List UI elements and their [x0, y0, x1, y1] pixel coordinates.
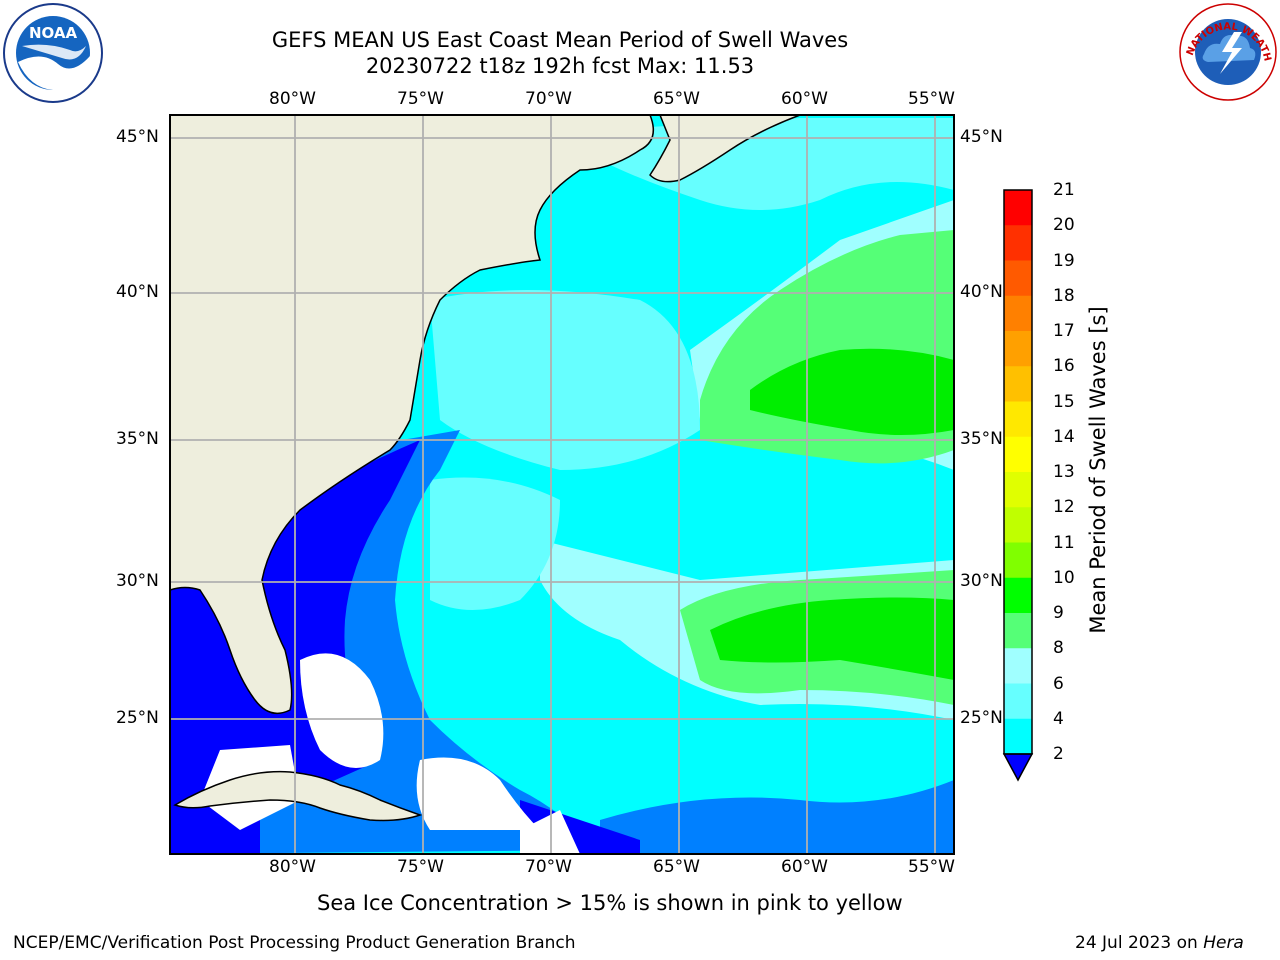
colorbar-swatch: [1004, 436, 1032, 473]
colorbar-tick-label: 2: [1053, 744, 1064, 764]
colorbar-swatch: [1004, 648, 1032, 684]
lon-label-top: 75°W: [397, 89, 444, 109]
colorbar-tick-label: 17: [1053, 321, 1075, 341]
colorbar-swatch: [1004, 577, 1032, 614]
lon-label-top: 65°W: [653, 89, 700, 109]
lat-label-right: 35°N: [960, 429, 1003, 449]
colorbar-tick-label: 12: [1053, 497, 1075, 518]
lon-label-top: 55°W: [908, 89, 955, 109]
map-title: GEFS MEAN US East Coast Mean Period of S…: [271, 28, 849, 52]
colorbar-tick-label: 15: [1053, 391, 1075, 412]
date-text: 24 Jul 2023 on: [1075, 933, 1198, 953]
us-land-mass: [170, 115, 655, 715]
colorbar-tick-label: 19: [1053, 250, 1075, 271]
colorbar-swatch: [1004, 331, 1032, 367]
map-subtitle: 20230722 t18z 192h fcst Max: 11.53: [365, 54, 755, 78]
colorbar-swatch: [1004, 542, 1032, 579]
colorbar-tick-label: 16: [1053, 356, 1075, 377]
colorbar-tick-label: 18: [1053, 285, 1075, 306]
noaa-logo-text: NOAA: [29, 24, 78, 42]
colorbar-swatch: [1004, 190, 1032, 226]
lon-label-bottom: 70°W: [525, 857, 572, 877]
lon-label-top: 80°W: [269, 89, 316, 109]
colorbar-tick-label: 6: [1053, 673, 1064, 694]
graticule: [170, 115, 954, 854]
lat-label-left: 45°N: [116, 127, 159, 147]
colorbar-swatch: [1004, 683, 1032, 720]
lon-label-bottom: 55°W: [908, 857, 955, 877]
colorbar-extend-arrow: [1002, 753, 1034, 782]
colorbar: [1002, 189, 1034, 782]
nws-logo-icon: NATIONAL WEATHER SERVICE: [1178, 2, 1277, 101]
lon-label-bottom: 60°W: [781, 857, 828, 877]
colorbar-tick-label: 8: [1053, 638, 1064, 659]
colorbar-swatch: [1004, 225, 1032, 261]
lat-label-left: 40°N: [116, 282, 159, 302]
credit-text: NCEP/EMC/Verification Post Processing Pr…: [13, 933, 576, 953]
map-frame: [169, 114, 955, 855]
lat-label-right: 40°N: [960, 282, 1003, 302]
lat-label-right: 45°N: [960, 127, 1003, 147]
nova-scotia-land: [649, 115, 801, 183]
lon-label-top: 70°W: [525, 89, 572, 109]
colorbar-tick-label: 14: [1053, 426, 1075, 447]
lat-label-left: 25°N: [116, 708, 159, 728]
lon-label-bottom: 80°W: [269, 857, 316, 877]
lat-label-left: 35°N: [116, 429, 159, 449]
colorbar-swatch: [1004, 507, 1032, 543]
colorbar-tick-label: 10: [1053, 567, 1075, 588]
colorbar-tick-label: 13: [1053, 462, 1075, 482]
colorbar-swatch: [1004, 718, 1032, 755]
swell-band-7s: [430, 290, 700, 470]
lat-label-right: 25°N: [960, 708, 1003, 728]
colorbar-frame: [1003, 189, 1033, 755]
colorbar-tick-label: 21: [1053, 180, 1075, 200]
colorbar-swatch: [1004, 401, 1032, 438]
sea-ice-note: Sea Ice Concentration > 15% is shown in …: [317, 891, 903, 915]
machine-name: Hera: [1203, 933, 1244, 953]
lat-label-right: 30°N: [960, 571, 1003, 591]
no-data-region: [300, 653, 384, 768]
lon-label-bottom: 75°W: [397, 857, 444, 877]
colorbar-swatch: [1004, 366, 1032, 402]
colorbar-label: Mean Period of Swell Waves [s]: [1086, 306, 1110, 634]
noaa-logo-icon: NOAA: [3, 3, 103, 103]
date-stamp: 24 Jul 2023 on Hera: [1075, 933, 1244, 953]
colorbar-swatch: [1004, 260, 1032, 297]
swell-band-10s: [750, 348, 954, 435]
colorbar-tick-label: 4: [1053, 708, 1064, 729]
lat-label-left: 30°N: [116, 571, 159, 591]
colorbar-swatch: [1004, 472, 1032, 508]
colorbar-swatch: [1004, 613, 1032, 649]
colorbar-tick-label: 11: [1053, 532, 1075, 553]
cuba-land: [173, 770, 423, 822]
colorbar-tick-label: 20: [1053, 215, 1075, 236]
lon-label-top: 60°W: [781, 89, 828, 109]
colorbar-tick-label: 9: [1053, 603, 1064, 623]
lon-label-bottom: 65°W: [653, 857, 700, 877]
colorbar-swatch: [1004, 295, 1032, 332]
